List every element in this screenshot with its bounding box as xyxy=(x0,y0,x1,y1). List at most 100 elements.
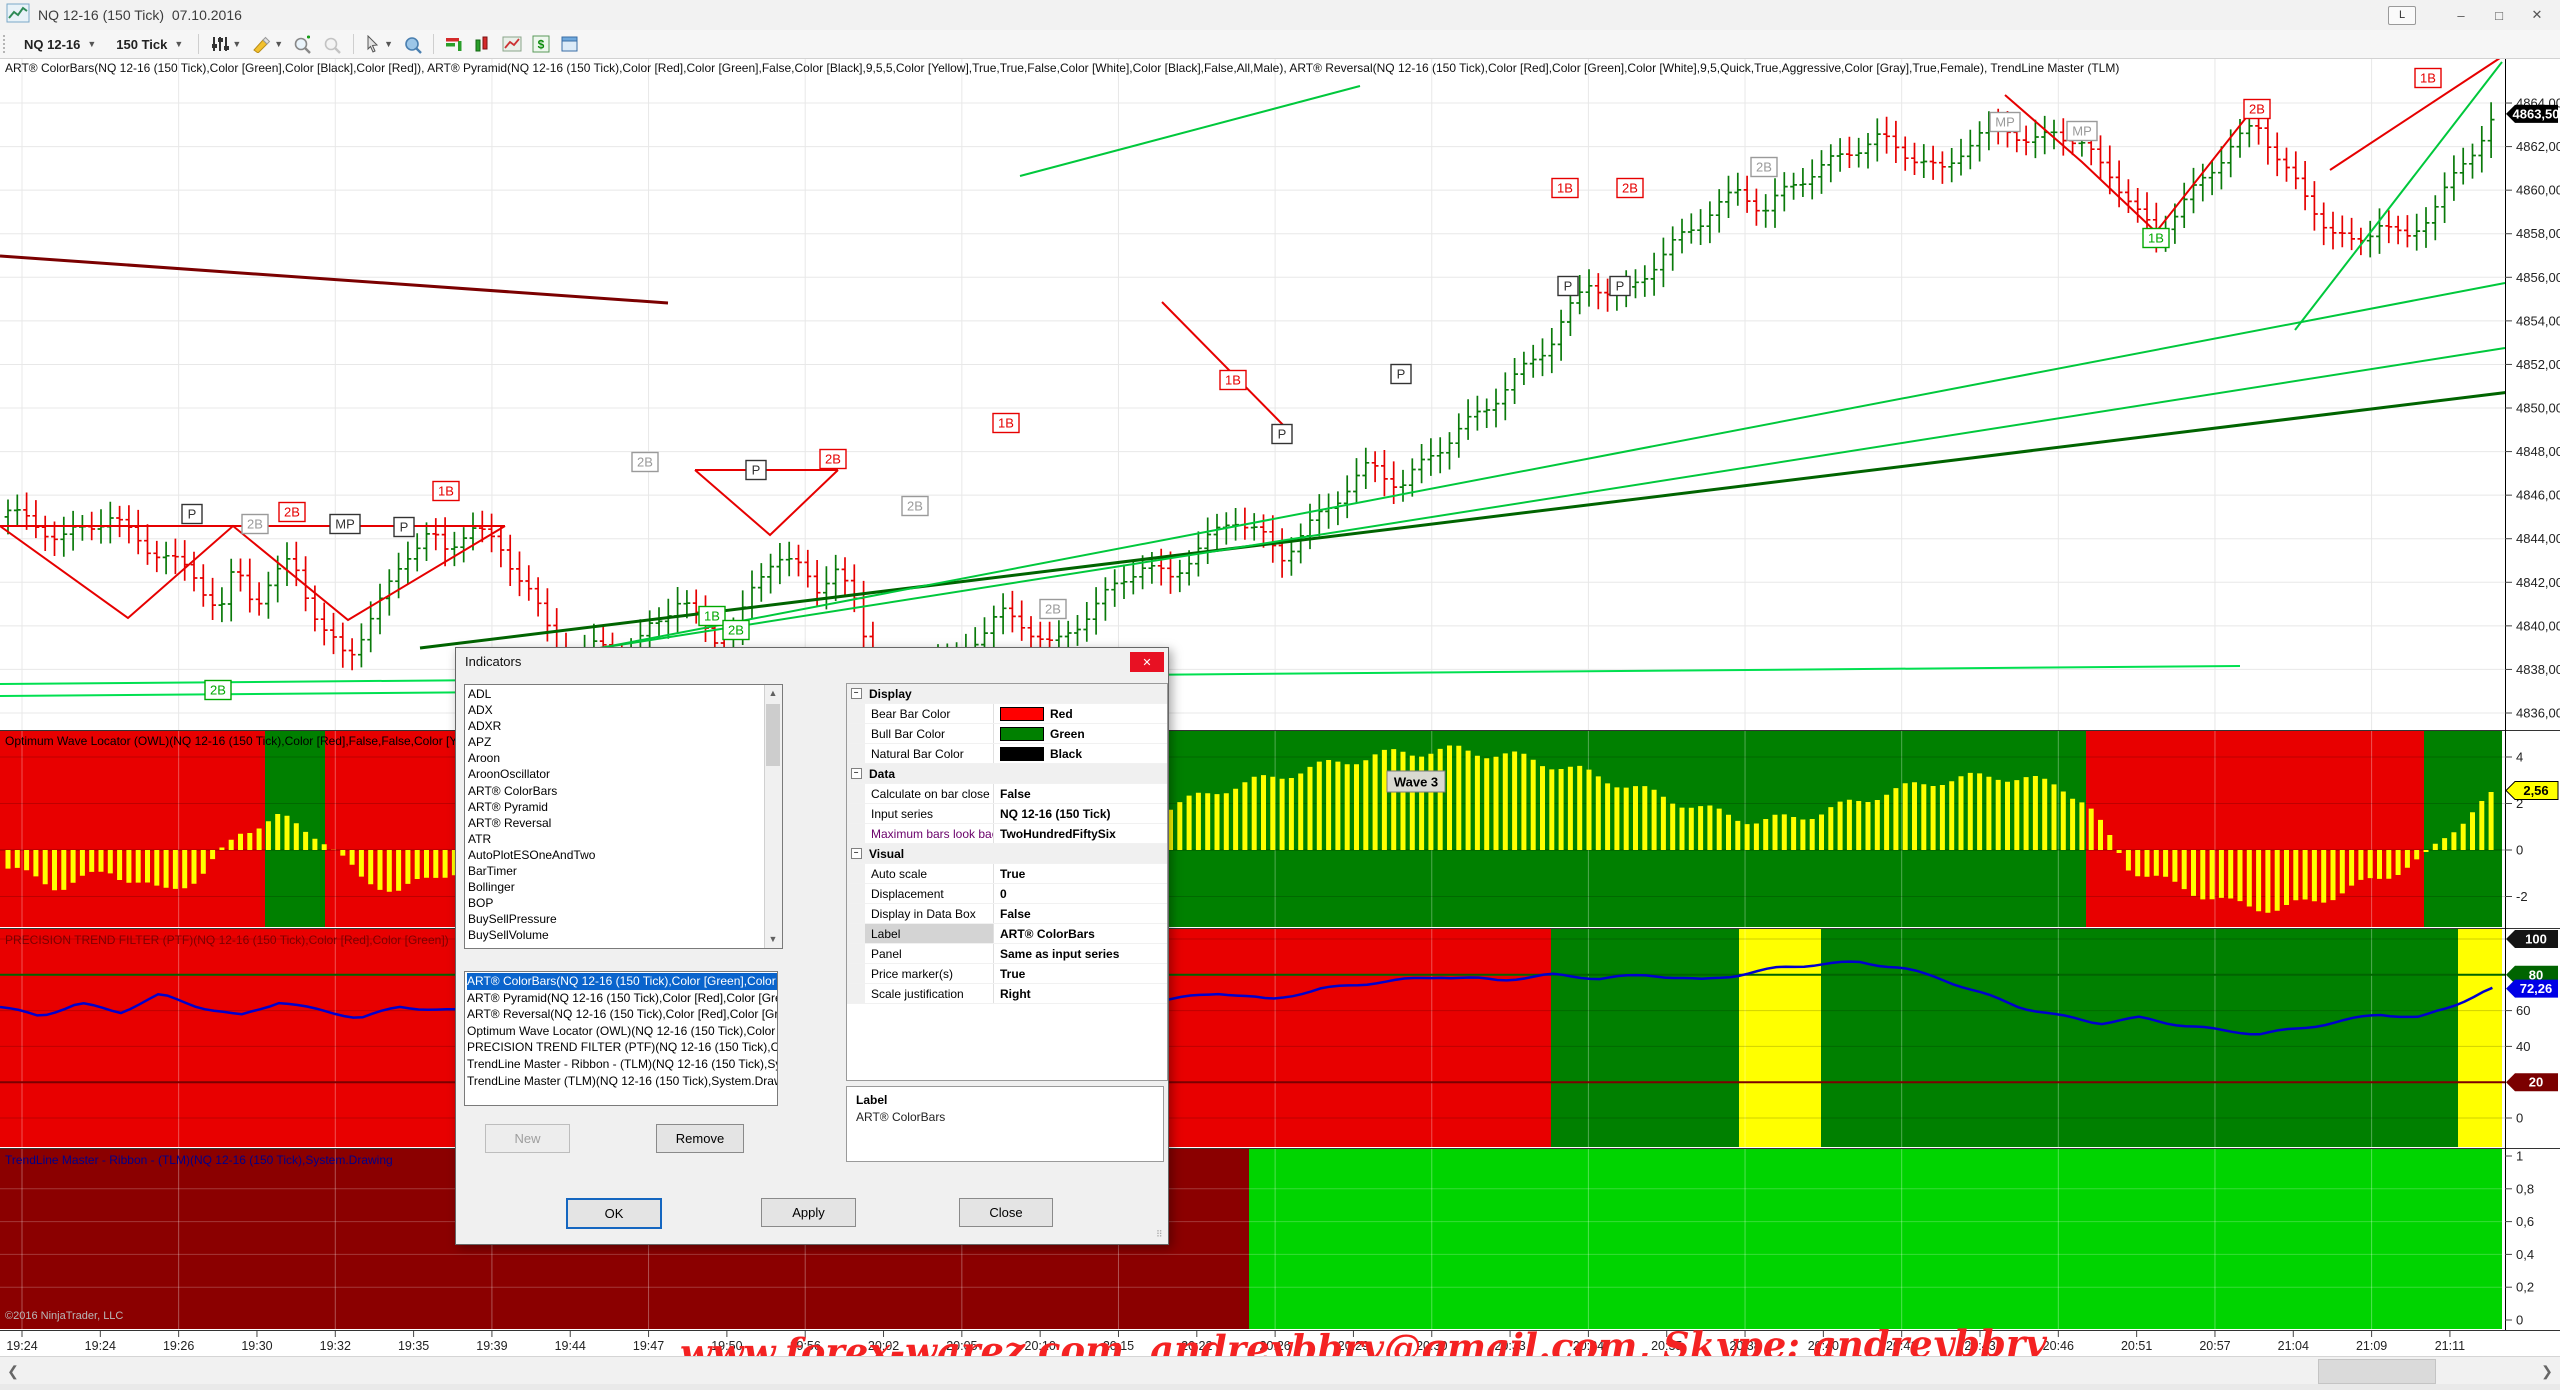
trendline[interactable] xyxy=(599,347,2506,649)
close-icon[interactable]: ✕ xyxy=(2531,7,2543,22)
available-indicator-item[interactable]: ADX xyxy=(468,703,493,718)
interval-dropdown[interactable]: 150 Tick ▼ xyxy=(107,34,192,55)
time-tick-label: 19:56 xyxy=(790,1339,821,1353)
property-row[interactable]: Display in Data Box False xyxy=(847,904,1167,924)
trendline[interactable] xyxy=(0,254,669,305)
new-button[interactable]: New xyxy=(485,1124,570,1153)
zoom-in-button[interactable] xyxy=(289,33,317,56)
configured-indicator-item[interactable]: ART® Reversal(NQ 12-16 (150 Tick),Color … xyxy=(467,1007,777,1022)
list-scrollbar-thumb[interactable] xyxy=(766,704,780,766)
property-group-row[interactable]: − Visual xyxy=(847,844,1167,864)
trendline[interactable] xyxy=(2329,57,2501,171)
trendline[interactable] xyxy=(2004,94,2261,234)
chevron-down-icon: ▼ xyxy=(87,39,97,49)
configured-indicator-item[interactable]: ART® Pyramid(NQ 12-16 (150 Tick),Color [… xyxy=(467,990,777,1005)
configured-indicator-item[interactable]: Optimum Wave Locator (OWL)(NQ 12-16 (150… xyxy=(467,1023,777,1038)
list-scrollbar[interactable]: ▲ ▼ xyxy=(764,685,782,948)
scroll-up-icon[interactable]: ▲ xyxy=(768,688,778,699)
apply-button[interactable]: Apply xyxy=(761,1198,856,1227)
available-indicator-item[interactable]: AutoPlotESOneAndTwo xyxy=(468,847,596,862)
dialog-resize-grip[interactable]: ⠿ xyxy=(1156,1229,1163,1239)
available-indicator-item[interactable]: AroonOscillator xyxy=(468,767,551,782)
available-indicator-item[interactable]: ADXR xyxy=(468,719,502,734)
available-indicator-item[interactable]: BarTimer xyxy=(468,864,517,879)
property-grid[interactable]: − Display Bear Bar Color Red Bull Bar Color G… xyxy=(846,683,1168,1081)
configured-indicator-item[interactable]: TrendLine Master - Ribbon - (TLM)(NQ 12-… xyxy=(467,1056,777,1071)
chart-snapshot-button[interactable] xyxy=(498,33,526,55)
property-row[interactable]: Auto scale True xyxy=(847,864,1167,884)
minimize-icon[interactable]: – xyxy=(2457,7,2465,23)
available-indicators-list[interactable]: ADL ADX ADXR APZ Aroon AroonOscillator ART® Co… xyxy=(464,684,783,949)
property-group-row[interactable]: − Display xyxy=(847,684,1167,704)
configured-indicators-list[interactable]: ART® ColorBars(NQ 12-16 (150 Tick),Color… xyxy=(464,971,778,1106)
property-row[interactable]: Displacement 0 xyxy=(847,884,1167,904)
ok-button[interactable]: OK xyxy=(566,1198,662,1229)
axis-tick-label: 4836,00 xyxy=(2516,706,2560,721)
available-indicator-item[interactable]: Aroon xyxy=(468,751,501,766)
dialog-close-button[interactable]: ✕ xyxy=(1130,652,1164,672)
copyright-text: ©2016 NinjaTrader, LLC xyxy=(5,1310,124,1322)
trendline[interactable] xyxy=(599,282,2506,649)
horizontal-scrollbar[interactable]: ❮ ❯ xyxy=(0,1356,2560,1385)
zoom-out-button[interactable] xyxy=(319,33,347,56)
property-row[interactable]: Panel Same as input series xyxy=(847,944,1167,964)
draw-button[interactable]: ▼ xyxy=(247,33,287,55)
property-row[interactable]: Bull Bar Color Green xyxy=(847,724,1167,744)
property-group-row[interactable]: − Data xyxy=(847,764,1167,784)
property-row[interactable]: Price marker(s) True xyxy=(847,964,1167,984)
cursor-button[interactable]: ▼ xyxy=(360,33,397,55)
snapshot-button[interactable] xyxy=(399,33,427,56)
property-row[interactable]: Label ART® ColorBars xyxy=(847,924,1167,944)
trendline[interactable] xyxy=(0,524,506,622)
property-row[interactable]: Bear Bar Color Red xyxy=(847,704,1167,724)
available-indicator-item[interactable]: BOP xyxy=(468,896,494,911)
instrument-dropdown[interactable]: NQ 12-16 ▼ xyxy=(15,34,105,55)
dialog-titlebar[interactable]: Indicators ✕ xyxy=(456,648,1168,675)
indicators-button[interactable]: ▼ xyxy=(205,33,245,55)
available-indicator-item[interactable]: BuySellPressure xyxy=(468,912,557,927)
available-indicator-item[interactable]: ART® ColorBars xyxy=(468,783,558,798)
remove-button[interactable]: Remove xyxy=(656,1124,744,1153)
signal-marker-label: 2B xyxy=(247,517,263,532)
axis-tick-label: 4844,00 xyxy=(2516,531,2560,546)
collapse-icon[interactable]: − xyxy=(850,768,862,779)
account-button[interactable]: $ xyxy=(528,33,554,55)
available-indicator-item[interactable]: ART® Pyramid xyxy=(468,799,548,814)
close-button[interactable]: Close xyxy=(959,1198,1053,1227)
maximize-icon[interactable]: □ xyxy=(2495,7,2503,23)
scroll-down-icon[interactable]: ▼ xyxy=(768,934,778,945)
chart-type-button[interactable] xyxy=(469,33,496,55)
trendline[interactable] xyxy=(694,469,839,537)
property-row[interactable]: Scale justification Right xyxy=(847,984,1167,1004)
scroll-left-icon[interactable]: ❮ xyxy=(7,1362,19,1379)
collapse-icon[interactable]: − xyxy=(850,688,862,699)
configured-indicator-item[interactable]: TrendLine Master (TLM)(NQ 12-16 (150 Tic… xyxy=(467,1073,777,1088)
panel-button[interactable] xyxy=(556,33,583,55)
configured-indicator-item[interactable]: PRECISION TREND FILTER (PTF)(NQ 12-16 (1… xyxy=(467,1040,777,1055)
available-indicator-item[interactable]: ATR xyxy=(468,831,492,846)
trendline[interactable] xyxy=(1161,301,1291,433)
available-indicator-item[interactable]: ART® Reversal xyxy=(468,815,552,830)
axis-tick-label: 60 xyxy=(2516,1003,2530,1018)
property-row[interactable]: Maximum bars look back TwoHundredFiftySix xyxy=(847,824,1167,844)
available-indicator-item[interactable]: Bollinger xyxy=(468,880,515,895)
available-indicator-item[interactable]: ADL xyxy=(468,687,492,701)
market-analyzer-button[interactable] xyxy=(440,33,467,55)
available-indicator-item[interactable]: APZ xyxy=(468,735,492,750)
link-button[interactable]: L xyxy=(2388,5,2416,25)
property-row[interactable]: Input series NQ 12-16 (150 Tick) xyxy=(847,804,1167,824)
configured-indicator-item[interactable]: ART® ColorBars(NQ 12-16 (150 Tick),Color… xyxy=(467,973,777,990)
window-titlebar[interactable]: NQ 12-16 (150 Tick) 07.10.2016 L – □ ✕ xyxy=(0,0,2560,30)
trendline[interactable] xyxy=(1019,85,1361,177)
scrollbar-thumb[interactable] xyxy=(2318,1359,2436,1384)
collapse-icon[interactable]: − xyxy=(850,848,862,859)
property-row[interactable]: Calculate on bar close False xyxy=(847,784,1167,804)
trendline[interactable] xyxy=(2294,61,2503,331)
signal-marker-box xyxy=(631,451,659,473)
trendline[interactable] xyxy=(419,390,2511,650)
toolbar-grip[interactable] xyxy=(3,35,13,53)
property-row[interactable]: Natural Bar Color Black xyxy=(847,744,1167,764)
scroll-right-icon[interactable]: ❯ xyxy=(2541,1362,2553,1379)
available-indicator-item[interactable]: BuySellVolume xyxy=(468,928,549,943)
